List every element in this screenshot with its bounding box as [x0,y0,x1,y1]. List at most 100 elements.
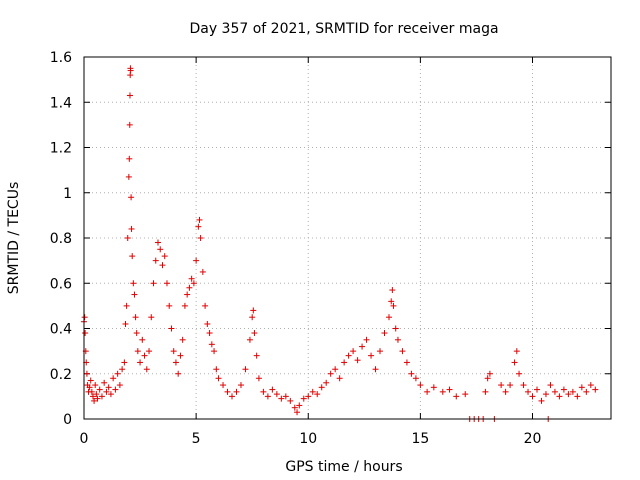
data-point [424,388,431,395]
data-point [318,384,325,391]
data-point [98,393,105,400]
grid-lines [84,57,611,419]
data-point [250,307,257,314]
data-point [93,391,100,398]
data-point [323,379,330,386]
data-point [229,393,236,400]
x-tick-labels: 0 5 10 15 20 [80,431,542,447]
data-point [388,298,395,305]
data-point [91,397,98,404]
data-point [242,366,249,373]
data-point [188,275,195,282]
data-point [399,348,406,355]
data-point [529,393,536,400]
data-point [525,388,532,395]
y-axis-label: SRMTID / TECUs [6,182,22,295]
data-point [168,325,175,332]
data-point [255,375,262,382]
x-tick-label: 20 [524,431,542,447]
data-point [170,348,177,355]
data-point [190,280,197,287]
data-point [125,173,132,180]
data-point [181,302,188,309]
data-point [507,382,514,389]
data-point [486,370,493,377]
data-point [184,291,191,298]
data-point [516,370,523,377]
data-point [87,377,94,384]
y-tick-label: 1.4 [50,95,72,111]
data-point [146,348,153,355]
data-point [94,395,101,402]
data-point [578,384,585,391]
data-point [112,386,119,393]
data-point [128,194,135,201]
data-point [368,352,375,359]
data-point [389,287,396,294]
data-point [126,155,133,162]
data-point [372,366,379,373]
data-point [96,386,103,393]
chart-title: Day 357 of 2021, SRMTID for receiver mag… [189,21,498,37]
data-point [542,391,549,398]
data-point [574,393,581,400]
data-point [126,92,133,99]
data-point [417,382,424,389]
data-point [296,402,303,409]
data-point [560,386,567,393]
y-tick-label: 0.2 [50,367,72,383]
data-point [345,352,352,359]
data-point [137,359,144,366]
data-point [215,375,222,382]
x-tick-label: 10 [299,431,317,447]
data-point [300,395,307,402]
data-point [128,225,135,232]
data-point [133,330,140,337]
data-point [161,253,168,260]
data-point [587,382,594,389]
y-tick-label: 0.6 [50,276,72,292]
data-point [294,409,301,416]
x-tick-label: 0 [80,431,89,447]
data-point [462,391,469,398]
y-tick-label: 1.2 [50,141,72,157]
data-point [152,257,159,264]
data-point [199,268,206,275]
data-point [196,216,203,223]
data-point [204,320,211,327]
data-point [107,391,114,398]
data-point [538,397,545,404]
data-point [446,386,453,393]
data-point [511,359,518,366]
data-point [484,375,491,382]
data-point [163,280,170,287]
data-point [246,336,253,343]
data-point [350,348,357,355]
data-point [309,388,316,395]
data-point [556,393,563,400]
data-point [141,352,148,359]
data-point [453,393,460,400]
data-point [134,348,141,355]
y-tick-label: 0.8 [50,231,72,247]
data-point [513,348,520,355]
data-point [569,388,576,395]
data-point [224,388,231,395]
data-point [381,330,388,337]
data-point [354,357,361,364]
data-point [547,382,554,389]
x-tick-label: 5 [192,431,201,447]
data-point [273,391,280,398]
data-point [193,257,200,264]
data-point [150,280,157,287]
data-point [249,314,256,321]
data-point [110,375,117,382]
data-point [565,391,572,398]
x-axis-label: GPS time / hours [285,459,402,475]
data-point [159,262,166,269]
y-tick-label: 1.6 [50,50,72,66]
data-point [123,302,130,309]
y-tick-label: 0.4 [50,322,72,338]
